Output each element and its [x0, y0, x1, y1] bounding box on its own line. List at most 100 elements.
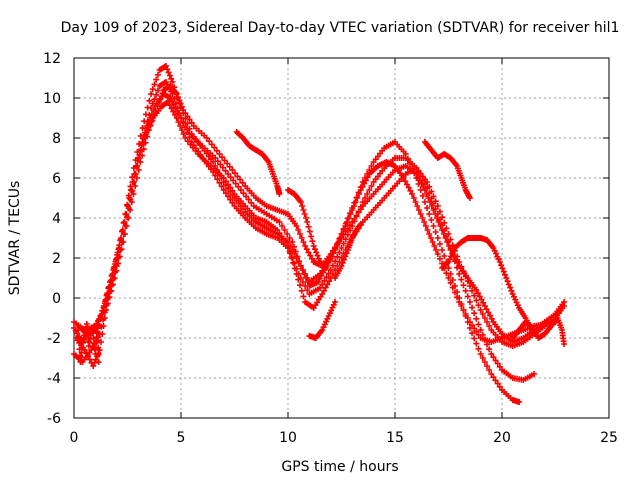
axis-ticks: 0 5 10 15 20 25 -6 -4 -2 0 2 4 6 8 10 12	[43, 51, 618, 446]
data-point	[511, 376, 514, 380]
data-point	[524, 316, 527, 320]
data-point	[522, 328, 525, 332]
data-point	[77, 328, 80, 332]
data-point	[505, 276, 508, 280]
data-point	[85, 322, 89, 326]
data-point	[479, 336, 482, 340]
data-point	[308, 334, 311, 338]
data-point	[128, 196, 131, 200]
data-point	[404, 164, 407, 168]
data-point	[449, 156, 452, 160]
data-point	[205, 136, 208, 140]
data-point	[440, 228, 444, 232]
data-point	[436, 252, 439, 256]
data-point	[511, 398, 514, 402]
plot-frame	[73, 57, 610, 419]
data-point	[479, 328, 482, 332]
data-point	[428, 232, 431, 236]
y-tick-label: -2	[47, 331, 61, 347]
x-tick-label: 15	[386, 430, 404, 446]
data-point	[404, 156, 407, 160]
data-point	[166, 100, 170, 104]
data-point	[393, 140, 397, 144]
y-tick-label: 12	[43, 51, 61, 67]
data-point	[359, 188, 362, 192]
data-point	[276, 236, 279, 240]
series-track-8	[306, 299, 339, 341]
data-point	[162, 88, 166, 92]
data-point	[104, 308, 108, 312]
data-point	[276, 228, 279, 232]
data-point	[276, 208, 279, 212]
data-point	[278, 192, 281, 196]
data-point	[511, 292, 514, 296]
data-point	[372, 208, 375, 212]
data-point	[562, 342, 566, 346]
data-point	[265, 226, 268, 230]
data-point	[160, 104, 163, 108]
data-point	[265, 204, 268, 208]
data-point	[278, 220, 281, 224]
data-point	[447, 260, 450, 264]
data-point	[532, 372, 536, 376]
data-point	[214, 156, 217, 160]
data-point	[485, 238, 489, 242]
data-point	[383, 166, 386, 170]
data-point	[241, 136, 245, 140]
data-point	[111, 272, 114, 276]
data-point	[329, 268, 332, 272]
series-track-9	[332, 221, 364, 281]
x-tick-label: 10	[279, 430, 297, 446]
data-point	[425, 206, 429, 210]
data-point	[511, 336, 514, 340]
data-point	[468, 300, 472, 304]
data-point	[522, 336, 525, 340]
data-point	[308, 292, 311, 296]
data-point	[443, 152, 446, 156]
y-tick-label: -4	[47, 371, 61, 387]
x-tick-label: 0	[70, 430, 79, 446]
data-point	[177, 112, 181, 116]
data-point	[87, 344, 91, 348]
data-point	[475, 288, 478, 292]
data-point	[359, 222, 362, 226]
data-point	[468, 196, 472, 200]
data-point	[181, 108, 185, 112]
data-point	[342, 228, 345, 232]
data-point	[102, 304, 106, 308]
data-point	[254, 196, 258, 200]
data-point	[543, 320, 546, 324]
data-point	[372, 192, 375, 196]
data-point	[312, 260, 315, 264]
data-point	[82, 336, 85, 340]
data-point	[472, 236, 476, 240]
series-track-13	[75, 321, 102, 365]
data-point	[333, 276, 337, 280]
data-point	[517, 306, 521, 310]
data-point	[94, 328, 97, 332]
data-point	[340, 256, 343, 260]
data-point	[192, 124, 196, 128]
data-point	[254, 220, 258, 224]
data-point	[517, 400, 521, 404]
data-point	[316, 280, 320, 284]
data-point	[321, 328, 324, 332]
data-point	[361, 220, 365, 224]
data-point	[466, 236, 469, 240]
data-point	[460, 176, 463, 180]
data-point	[402, 176, 405, 180]
data-point	[340, 236, 343, 240]
data-point	[329, 276, 332, 280]
data-point	[432, 208, 435, 212]
data-point	[460, 240, 463, 244]
data-point	[490, 328, 493, 332]
data-point	[299, 264, 303, 268]
data-point	[303, 300, 307, 304]
data-point	[244, 184, 247, 188]
data-point	[164, 80, 168, 84]
data-point	[89, 348, 93, 352]
data-point	[97, 360, 100, 364]
data-point	[271, 172, 275, 176]
data-point	[404, 152, 407, 156]
data-point	[500, 332, 504, 336]
